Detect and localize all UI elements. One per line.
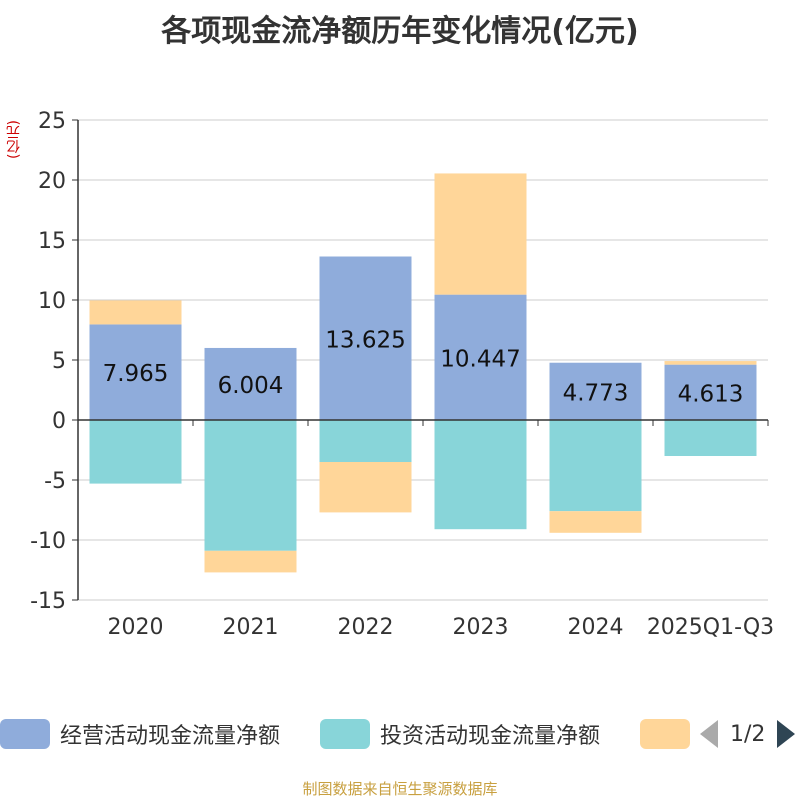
bar-financing-2025Q1-Q3 <box>664 361 757 365</box>
legend-swatch-investing <box>320 719 370 749</box>
bar-investing-2022 <box>319 420 412 462</box>
bar-financing-2020 <box>89 300 182 325</box>
grid-lines <box>78 119 768 601</box>
y-tick-label: -10 <box>30 529 66 554</box>
x-tick-label: 2020 <box>108 615 164 640</box>
y-tick-label: 15 <box>38 229 66 254</box>
legend-item-investing[interactable]: 投资活动现金流量净额 <box>320 716 600 752</box>
data-label-operating: 10.447 <box>440 346 520 372</box>
bar-financing-2022 <box>319 462 412 513</box>
bar-operating-2024 <box>549 362 642 420</box>
prev-page-icon[interactable] <box>700 720 718 748</box>
data-label-operating: 6.004 <box>218 373 284 399</box>
bar-series <box>89 173 757 573</box>
bar-financing-2023 <box>434 173 527 295</box>
legend-swatch-financing <box>640 719 690 749</box>
bar-financing-2024 <box>549 511 642 533</box>
legend-page-indicator: 1/2 <box>730 721 766 747</box>
y-tick-label: 25 <box>38 109 66 134</box>
next-page-icon[interactable] <box>777 720 796 748</box>
x-tick-label: 2025Q1-Q3 <box>647 615 774 640</box>
y-tick-label: -15 <box>30 589 66 614</box>
legend-item-financing[interactable] <box>640 716 700 752</box>
x-tick-label: 2023 <box>453 615 509 640</box>
legend: 经营活动现金流量净额 投资活动现金流量净额 1/2 <box>0 716 800 752</box>
axes: -15 -10 -5 0 5 10 15 20 25 2020 2021 2022 2023 2024 20… <box>30 109 774 640</box>
bar-operating-2025Q1-Q3 <box>664 364 757 420</box>
bar-financing-2021 <box>204 550 297 573</box>
bar-operating-2023 <box>434 294 527 420</box>
legend-pager: 1/2 <box>700 716 796 752</box>
bar-operating-2022 <box>319 256 412 420</box>
data-label-operating: 13.625 <box>325 327 405 353</box>
bar-investing-2023 <box>434 420 527 530</box>
bar-operating-2020 <box>89 324 182 420</box>
bar-investing-2021 <box>204 420 297 551</box>
bar-operating-2021 <box>204 347 297 420</box>
chart-title: 各项现金流净额历年变化情况(亿元) <box>161 14 639 49</box>
bar-investing-2024 <box>549 420 642 512</box>
legend-swatch-operating <box>0 719 50 749</box>
legend-item-operating[interactable]: 经营活动现金流量净额 <box>0 716 280 752</box>
x-tick-label: 2022 <box>338 615 394 640</box>
y-tick-label: 5 <box>52 349 66 374</box>
y-tick-label: 0 <box>52 409 66 434</box>
cashflow-bar-chart: -15 -10 -5 0 5 10 15 20 25 2020 2021 2022 2023 2024 20… <box>30 109 774 640</box>
data-source-note: 制图数据来自恒生聚源数据库 <box>302 780 498 798</box>
data-labels: 7.965 6.004 13.625 10.447 4.773 4.613 <box>103 327 744 407</box>
legend-label-investing: 投资活动现金流量净额 <box>380 724 601 749</box>
bar-investing-2020 <box>89 420 182 484</box>
legend-label-operating: 经营活动现金流量净额 <box>60 724 281 749</box>
data-label-operating: 4.613 <box>678 381 744 407</box>
x-tick-label: 2021 <box>223 615 279 640</box>
y-tick-label: 20 <box>38 169 66 194</box>
y-tick-label: 10 <box>38 289 66 314</box>
y-tick-label: -5 <box>44 469 66 494</box>
x-tick-label: 2024 <box>568 615 624 640</box>
bar-investing-2025Q1-Q3 <box>664 420 757 456</box>
data-label-operating: 7.965 <box>103 361 169 387</box>
data-label-operating: 4.773 <box>563 380 629 406</box>
